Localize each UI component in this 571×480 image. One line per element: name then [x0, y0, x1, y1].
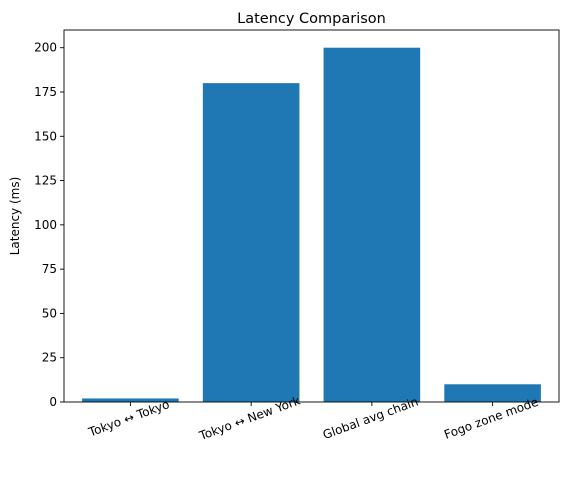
- bars-layer: [82, 47, 541, 403]
- y-tick-label-2: 50: [42, 306, 57, 320]
- y-tick-label-5: 125: [34, 174, 57, 188]
- y-tick-label-3: 75: [42, 262, 57, 276]
- chart-title: Latency Comparison: [237, 11, 386, 27]
- bar-1: [202, 83, 300, 402]
- plot-frame: [63, 29, 560, 403]
- bar-0: [82, 398, 179, 402]
- y-tick-label-4: 100: [34, 218, 57, 232]
- y-axis-label: Latency (ms): [8, 177, 22, 256]
- y-tick-label-1: 25: [42, 351, 57, 365]
- bar-2: [323, 47, 421, 403]
- y-tick-label-6: 150: [34, 129, 57, 143]
- x-tick-label-0: Tokyo ↔ Tokyo: [86, 397, 171, 440]
- y-tick-label-7: 175: [34, 85, 57, 99]
- bar-3: [444, 384, 541, 402]
- y-tick-label-8: 200: [34, 41, 57, 55]
- y-tick-label-0: 0: [49, 395, 57, 409]
